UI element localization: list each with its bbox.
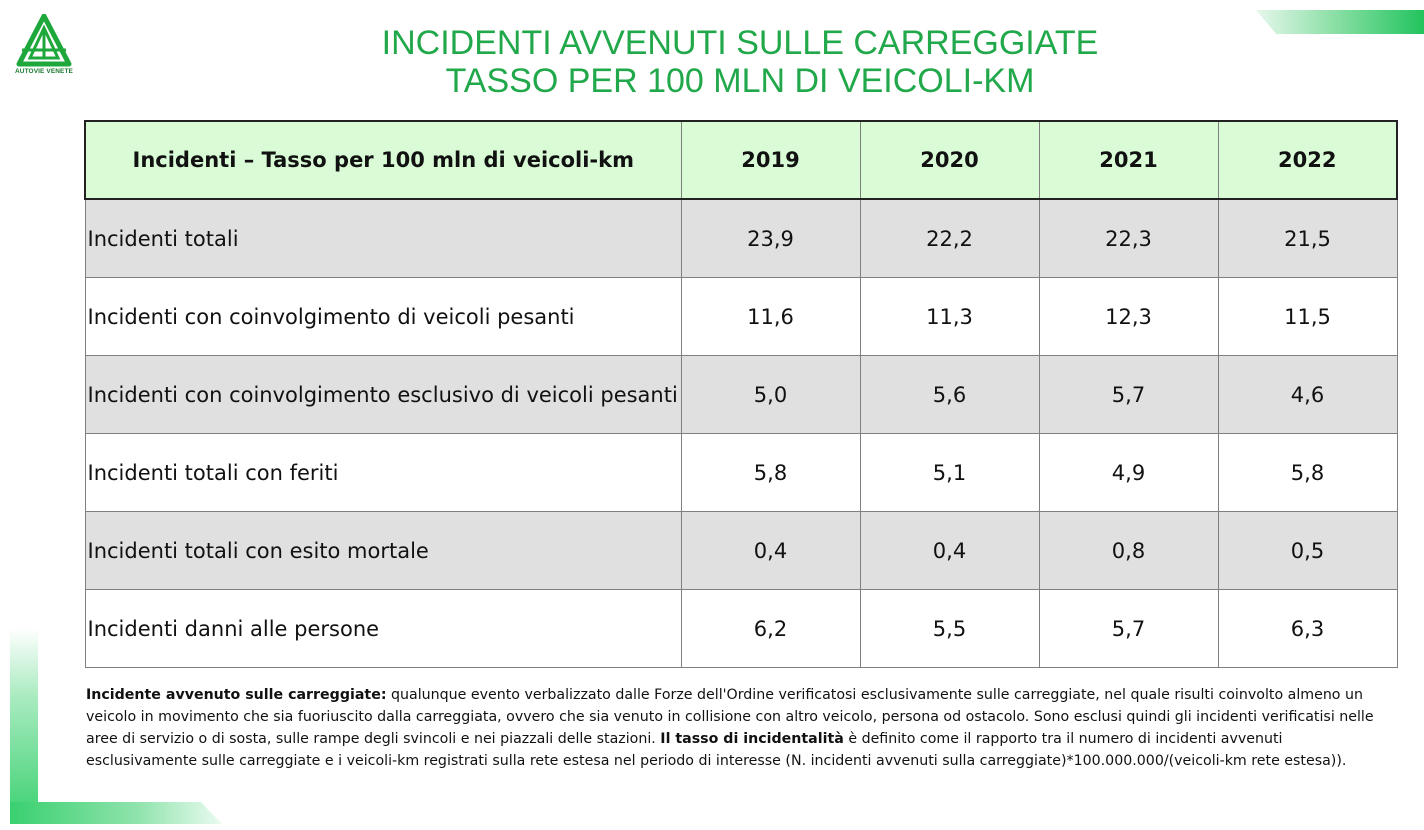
- cell-value: 5,1: [859, 433, 1040, 512]
- cell-value: 11,3: [859, 277, 1040, 356]
- decorative-bar-bottom: [10, 802, 222, 824]
- cell-value: 5,7: [1038, 589, 1219, 668]
- cell-value: 22,3: [1038, 198, 1219, 278]
- cell-value: 5,7: [1038, 355, 1219, 434]
- footnote-term-incidente: Incidente avvenuto sulle carreggiate:: [86, 687, 387, 703]
- cell-value: 5,5: [859, 589, 1040, 668]
- cell-value: 11,5: [1217, 277, 1398, 356]
- table-row: Incidenti danni alle persone 6,2 5,5 5,7…: [84, 589, 1398, 668]
- table-header-row: Incidenti – Tasso per 100 mln di veicoli…: [84, 120, 1398, 200]
- cell-value: 0,4: [859, 511, 1040, 590]
- table-row: Incidenti con coinvolgimento di veicoli …: [84, 277, 1398, 356]
- cell-value: 11,6: [680, 277, 861, 356]
- header-year-2022: 2022: [1217, 120, 1398, 200]
- cell-value: 5,0: [680, 355, 861, 434]
- incidents-table: Incidenti – Tasso per 100 mln di veicoli…: [84, 120, 1398, 668]
- row-label: Incidenti con coinvolgimento di veicoli …: [84, 277, 682, 356]
- autovie-venete-logo: AUTOVIE VENETE: [14, 13, 74, 78]
- cell-value: 5,8: [1217, 433, 1398, 512]
- row-label: Incidenti danni alle persone: [84, 589, 682, 668]
- cell-value: 23,9: [680, 198, 861, 278]
- header-year-2020: 2020: [859, 120, 1040, 200]
- footnote-text-2: è definito come il rapporto tra il numer…: [86, 731, 1347, 769]
- table-row: Incidenti totali con esito mortale 0,4 0…: [84, 511, 1398, 590]
- cell-value: 0,4: [680, 511, 861, 590]
- page-title: INCIDENTI AVVENUTI SULLE CARREGGIATE: [381, 24, 1099, 62]
- cell-value: 6,3: [1217, 589, 1398, 668]
- cell-value: 5,8: [680, 433, 861, 512]
- cell-value: 5,6: [859, 355, 1040, 434]
- decorative-bar-left: [10, 628, 38, 824]
- header-year-2021: 2021: [1038, 120, 1219, 200]
- header-year-2019: 2019: [680, 120, 861, 200]
- table-row: Incidenti con coinvolgimento esclusivo d…: [84, 355, 1398, 434]
- cell-value: 22,2: [859, 198, 1040, 278]
- row-label: Incidenti con coinvolgimento esclusivo d…: [84, 355, 682, 434]
- cell-value: 6,2: [680, 589, 861, 668]
- row-label: Incidenti totali: [84, 198, 682, 278]
- table-row: Incidenti totali con feriti 5,8 5,1 4,9 …: [84, 433, 1398, 512]
- cell-value: 4,9: [1038, 433, 1219, 512]
- cell-value: 4,6: [1217, 355, 1398, 434]
- row-label: Incidenti totali con feriti: [84, 433, 682, 512]
- cell-value: 12,3: [1038, 277, 1219, 356]
- decorative-stripe-top-right: [1256, 10, 1424, 34]
- cell-value: 21,5: [1217, 198, 1398, 278]
- page-subtitle: TASSO PER 100 MLN DI VEICOLI-KM: [445, 62, 1035, 100]
- cell-value: 0,8: [1038, 511, 1219, 590]
- footnote-term-tasso: Il tasso di incidentalità: [660, 731, 844, 747]
- definition-footnote: Incidente avvenuto sulle carreggiate: qu…: [86, 684, 1398, 772]
- table-row: Incidenti totali 23,9 22,2 22,3 21,5: [84, 198, 1398, 278]
- header-label: Incidenti – Tasso per 100 mln di veicoli…: [84, 120, 682, 200]
- footnote-text-1: qualunque evento verbalizzato dalle Forz…: [86, 687, 1374, 747]
- row-label: Incidenti totali con esito mortale: [84, 511, 682, 590]
- logo-mark-icon: [16, 13, 72, 67]
- cell-value: 0,5: [1217, 511, 1398, 590]
- logo-text: AUTOVIE VENETE: [15, 68, 73, 75]
